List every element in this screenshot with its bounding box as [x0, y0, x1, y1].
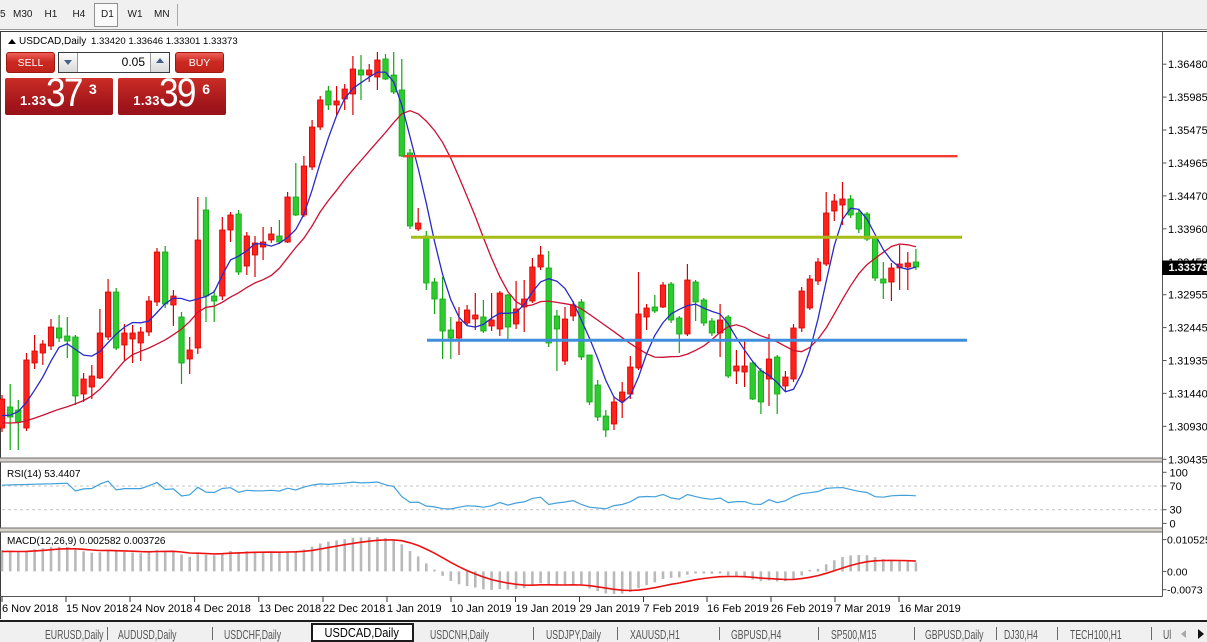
svg-text:-0.0073: -0.0073 — [1167, 585, 1203, 597]
svg-text:0: 0 — [1170, 518, 1176, 530]
svg-text:10 Jan 2019: 10 Jan 2019 — [451, 603, 512, 615]
svg-text:7 Mar 2019: 7 Mar 2019 — [835, 603, 891, 615]
svg-text:19 Jan 2019: 19 Jan 2019 — [516, 603, 577, 615]
svg-text:0.010525: 0.010525 — [1167, 535, 1207, 547]
svg-text:1.34965: 1.34965 — [1168, 158, 1207, 170]
svg-text:30: 30 — [1170, 505, 1182, 517]
svg-text:1.32955: 1.32955 — [1168, 290, 1207, 302]
svg-text:1.30930: 1.30930 — [1168, 421, 1207, 433]
svg-text:1.34470: 1.34470 — [1168, 191, 1207, 203]
svg-text:22 Dec 2018: 22 Dec 2018 — [323, 603, 385, 615]
svg-text:16 Feb 2019: 16 Feb 2019 — [707, 603, 769, 615]
svg-text:1.32445: 1.32445 — [1168, 323, 1207, 335]
svg-text:70: 70 — [1170, 481, 1182, 493]
svg-text:1.35985: 1.35985 — [1168, 92, 1207, 104]
svg-text:1.33960: 1.33960 — [1168, 224, 1207, 236]
svg-text:100: 100 — [1170, 467, 1188, 479]
svg-text:1.36480: 1.36480 — [1168, 59, 1207, 71]
svg-text:1.35475: 1.35475 — [1168, 125, 1207, 137]
svg-text:16 Mar 2019: 16 Mar 2019 — [899, 603, 961, 615]
svg-text:7 Feb 2019: 7 Feb 2019 — [644, 603, 700, 615]
svg-text:0.00: 0.00 — [1167, 566, 1188, 578]
svg-text:1.30435: 1.30435 — [1168, 454, 1207, 466]
svg-text:MACD(12,26,9) 0.002582 0.00372: MACD(12,26,9) 0.002582 0.003726 — [7, 536, 166, 547]
svg-text:RSI(14) 53.4407: RSI(14) 53.4407 — [7, 469, 81, 480]
svg-text:24 Nov 2018: 24 Nov 2018 — [130, 603, 192, 615]
svg-text:26 Feb 2019: 26 Feb 2019 — [771, 603, 833, 615]
svg-text:6 Nov 2018: 6 Nov 2018 — [2, 603, 58, 615]
svg-text:1 Jan 2019: 1 Jan 2019 — [387, 603, 441, 615]
svg-text:1.31440: 1.31440 — [1168, 388, 1207, 400]
svg-text:15 Nov 2018: 15 Nov 2018 — [66, 603, 128, 615]
svg-text:1.33373: 1.33373 — [1169, 262, 1207, 274]
svg-text:13 Dec 2018: 13 Dec 2018 — [259, 603, 321, 615]
svg-text:1.31935: 1.31935 — [1168, 356, 1207, 368]
svg-text:29 Jan 2019: 29 Jan 2019 — [580, 603, 641, 615]
svg-text:4 Dec 2018: 4 Dec 2018 — [195, 603, 251, 615]
